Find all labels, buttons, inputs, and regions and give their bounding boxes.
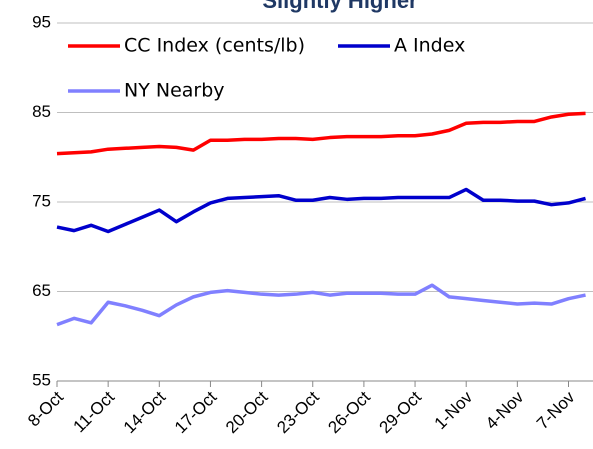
x-tick-label: 8-Oct [24, 387, 67, 430]
x-tick-label: 17-Oct [171, 387, 221, 437]
x-tick-label: 14-Oct [120, 387, 170, 437]
legend-label: A Index [394, 35, 465, 57]
legend-label: NY Nearby [124, 80, 225, 102]
x-tick-label: 7-Nov [533, 387, 579, 433]
x-tick-label: 11-Oct [70, 387, 119, 436]
x-tick-label: 29-Oct [376, 387, 426, 437]
x-tick-label: 26-Oct [324, 387, 374, 437]
series-line [56, 283, 586, 327]
series-line [56, 111, 586, 156]
x-tick-label: 20-Oct [222, 387, 272, 437]
y-tick-label: 85 [32, 102, 51, 121]
legend-label: CC Index (cents/lb) [124, 35, 305, 57]
x-tick-label: 4-Nov [482, 387, 528, 433]
series-line [56, 187, 586, 234]
y-tick-label: 55 [32, 370, 51, 389]
x-tick-label: 1-Nov [431, 387, 477, 433]
x-tick-label: 23-Oct [273, 387, 323, 437]
y-tick-label: 65 [32, 281, 51, 300]
chart-title: Slightly Higher [262, 0, 418, 13]
y-tick-label: 75 [32, 191, 51, 210]
y-tick-label: 95 [32, 12, 51, 31]
